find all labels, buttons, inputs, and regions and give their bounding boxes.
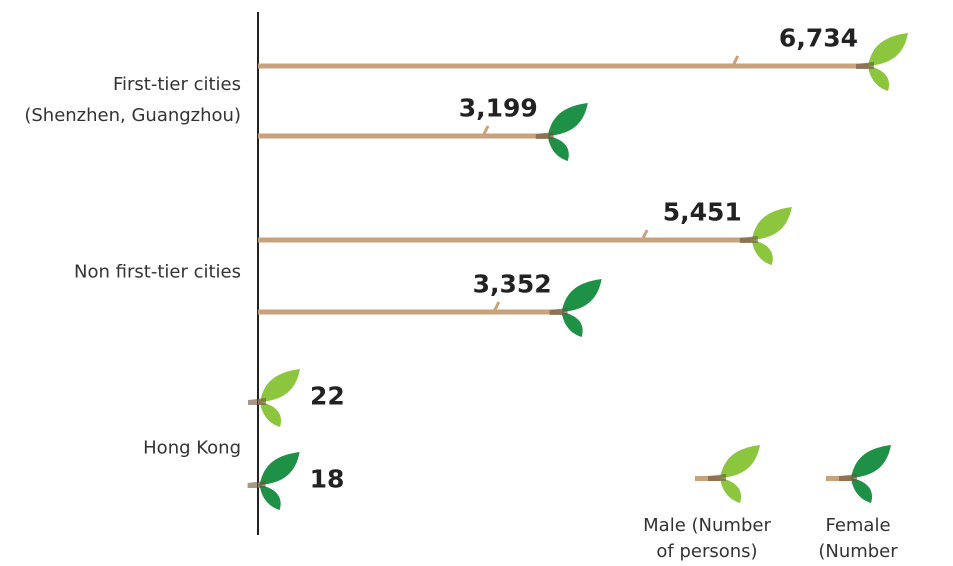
twig — [732, 55, 740, 65]
value-label: 22 — [309, 381, 345, 411]
value-label: 3,199 — [458, 93, 538, 123]
branch — [258, 237, 752, 243]
category-label: Hong Kong — [143, 437, 241, 459]
leaf — [720, 478, 742, 503]
leaf — [259, 485, 281, 510]
value-label: 18 — [309, 464, 345, 494]
leaf — [547, 103, 588, 136]
leaf — [868, 66, 890, 91]
legend-label: Female (Number of persons) — [818, 515, 898, 562]
branch — [258, 309, 562, 315]
leaf — [247, 481, 266, 488]
twig — [641, 229, 649, 239]
leaf — [739, 236, 758, 243]
value-label: 3,352 — [472, 269, 552, 299]
leaf — [259, 369, 300, 402]
leaf — [720, 445, 760, 478]
value-label: 5,451 — [662, 197, 742, 227]
twig — [482, 125, 490, 135]
leaf — [561, 312, 583, 337]
leaf — [549, 308, 568, 315]
leaf — [247, 398, 266, 405]
legend-branch — [826, 476, 851, 481]
legend-label: Male (Number of persons) — [643, 515, 771, 562]
leaf — [751, 207, 792, 240]
leaf — [856, 62, 874, 69]
twig — [493, 301, 501, 311]
legend-branch — [695, 476, 720, 481]
leaf — [708, 474, 726, 481]
leaf — [839, 474, 857, 481]
leaf — [259, 452, 300, 485]
leaf — [751, 240, 773, 265]
leaf — [561, 279, 602, 312]
value-label: 6,734 — [778, 23, 858, 53]
branch — [258, 63, 868, 69]
leaf — [535, 132, 554, 139]
category-label: Non first-tier cities — [74, 261, 241, 283]
leaf — [259, 402, 282, 427]
leaf — [868, 33, 908, 66]
leaf — [851, 478, 873, 503]
leaf — [547, 136, 569, 161]
category-label: First-tier cities (Shenzhen, Guangzhou) — [24, 74, 241, 126]
leaf — [851, 445, 891, 478]
branch — [258, 133, 548, 139]
